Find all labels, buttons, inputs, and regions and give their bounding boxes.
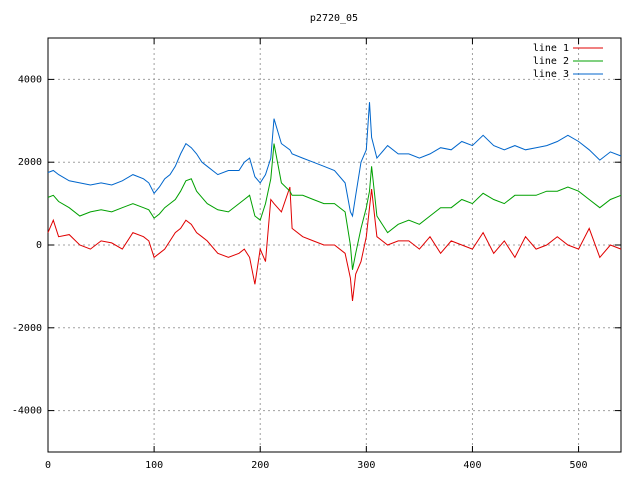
y-tick-label: 2000 <box>18 157 42 168</box>
y-tick-label: 0 <box>36 240 42 251</box>
x-tick-label: 100 <box>145 460 163 471</box>
legend-label: line 1 <box>533 43 569 54</box>
x-tick-label: 400 <box>463 460 481 471</box>
plot-border <box>47 37 622 453</box>
legend-label: line 2 <box>533 56 569 67</box>
x-tick-label: 200 <box>251 460 269 471</box>
y-tick-label: -4000 <box>12 406 42 417</box>
y-tick-label: 4000 <box>18 74 42 85</box>
line <box>47 186 622 301</box>
line <box>47 143 622 270</box>
chart-title: p2720_05 <box>310 13 358 24</box>
x-tick-label: 300 <box>357 460 375 471</box>
x-tick-label: 500 <box>570 460 588 471</box>
line <box>47 102 622 218</box>
y-tick-label: -2000 <box>12 323 42 334</box>
x-tick-label: 0 <box>45 460 51 471</box>
legend-label: line 3 <box>533 69 569 80</box>
